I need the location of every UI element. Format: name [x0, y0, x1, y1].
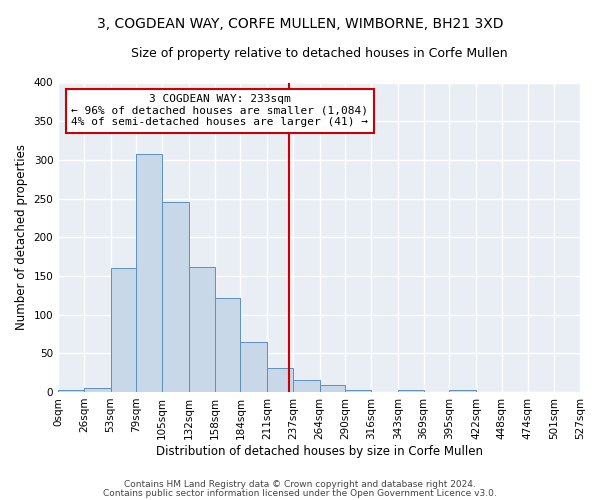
Bar	[346, 390, 371, 392]
Bar	[110, 268, 136, 392]
Y-axis label: Number of detached properties: Number of detached properties	[15, 144, 28, 330]
Bar	[320, 385, 346, 392]
Bar	[449, 390, 476, 392]
Text: Contains HM Land Registry data © Crown copyright and database right 2024.: Contains HM Land Registry data © Crown c…	[124, 480, 476, 489]
Bar	[58, 390, 84, 392]
Bar	[267, 368, 293, 392]
Bar	[241, 342, 267, 392]
X-axis label: Distribution of detached houses by size in Corfe Mullen: Distribution of detached houses by size …	[155, 444, 482, 458]
Bar	[162, 202, 189, 392]
Bar	[398, 390, 424, 392]
Bar	[84, 388, 110, 392]
Bar	[215, 298, 241, 392]
Text: 3, COGDEAN WAY, CORFE MULLEN, WIMBORNE, BH21 3XD: 3, COGDEAN WAY, CORFE MULLEN, WIMBORNE, …	[97, 18, 503, 32]
Title: Size of property relative to detached houses in Corfe Mullen: Size of property relative to detached ho…	[131, 48, 508, 60]
Bar	[189, 268, 215, 392]
Bar	[293, 380, 320, 392]
Text: 3 COGDEAN WAY: 233sqm
← 96% of detached houses are smaller (1,084)
4% of semi-de: 3 COGDEAN WAY: 233sqm ← 96% of detached …	[71, 94, 368, 128]
Bar	[136, 154, 162, 392]
Text: Contains public sector information licensed under the Open Government Licence v3: Contains public sector information licen…	[103, 488, 497, 498]
